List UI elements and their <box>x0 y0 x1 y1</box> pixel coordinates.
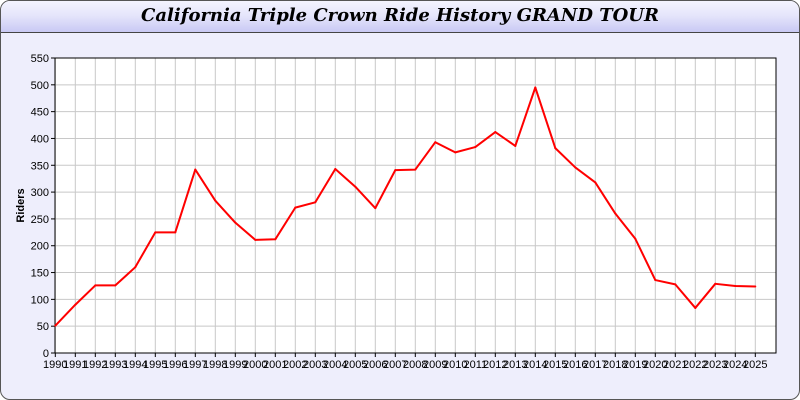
data-point <box>234 221 237 224</box>
y-axis-label: Riders <box>15 188 27 222</box>
data-point <box>554 147 557 150</box>
x-tick-label: 2009 <box>423 359 447 371</box>
x-tick-label: 2022 <box>683 359 707 371</box>
data-point <box>134 266 137 269</box>
x-tick-label: 2001 <box>263 359 287 371</box>
data-point <box>74 303 77 306</box>
y-tick-label: 500 <box>31 80 49 92</box>
data-point <box>214 199 217 202</box>
data-point <box>414 168 417 171</box>
x-tick-label: 1998 <box>203 359 227 371</box>
y-tick-label: 100 <box>31 294 49 306</box>
x-tick-label: 1995 <box>143 359 167 371</box>
x-tick-label: 2008 <box>403 359 427 371</box>
data-point <box>714 282 717 285</box>
y-tick-label: 200 <box>31 241 49 253</box>
data-point <box>474 146 477 149</box>
x-tick-label: 1999 <box>223 359 247 371</box>
x-tick-label: 2016 <box>563 359 587 371</box>
data-point <box>574 166 577 169</box>
x-tick-label: 2011 <box>463 359 487 371</box>
x-tick-label: 1994 <box>123 359 147 371</box>
data-point <box>374 207 377 210</box>
x-tick-label: 2017 <box>583 359 607 371</box>
data-point <box>694 306 697 309</box>
x-tick-label: 2020 <box>643 359 667 371</box>
x-tick-label: 2025 <box>743 359 767 371</box>
x-tick-label: 1992 <box>83 359 107 371</box>
data-point <box>334 168 337 171</box>
data-point <box>174 231 177 234</box>
title-bar: California Triple Crown Ride History GRA… <box>1 1 799 33</box>
x-tick-label: 2010 <box>443 359 467 371</box>
data-point <box>494 131 497 134</box>
data-point <box>274 238 277 241</box>
x-tick-label: 2024 <box>723 359 747 371</box>
data-point <box>394 169 397 172</box>
data-point <box>754 285 757 288</box>
x-tick-label: 2002 <box>283 359 307 371</box>
data-point <box>54 324 57 327</box>
y-tick-label: 300 <box>31 187 49 199</box>
data-point <box>434 141 437 144</box>
data-point <box>94 284 97 287</box>
y-tick-label: 150 <box>31 268 49 280</box>
x-tick-label: 2007 <box>383 359 407 371</box>
x-tick-label: 2004 <box>323 359 347 371</box>
x-tick-label: 2006 <box>363 359 387 371</box>
data-point <box>734 284 737 287</box>
x-tick-label: 1993 <box>103 359 127 371</box>
y-tick-label: 250 <box>31 214 49 226</box>
data-point <box>354 185 357 188</box>
y-tick-label: 550 <box>31 53 49 65</box>
x-tick-label: 2015 <box>543 359 567 371</box>
x-tick-label: 2003 <box>303 359 327 371</box>
data-point <box>314 201 317 204</box>
data-point <box>614 212 617 215</box>
data-point <box>594 181 597 184</box>
y-tick-label: 350 <box>31 160 49 172</box>
data-point <box>674 283 677 286</box>
chart-title: California Triple Crown Ride History GRA… <box>141 5 659 26</box>
x-tick-label: 2005 <box>343 359 367 371</box>
x-tick-label: 2023 <box>703 359 727 371</box>
data-point <box>634 237 637 240</box>
data-point <box>254 238 257 241</box>
x-tick-label: 2013 <box>503 359 527 371</box>
series-line <box>54 86 756 327</box>
data-point <box>534 86 537 89</box>
x-tick-label: 2018 <box>603 359 627 371</box>
x-tick-label: 1990 <box>43 359 67 371</box>
y-tick-label: 400 <box>31 133 49 145</box>
y-tick-label: 0 <box>43 348 49 360</box>
x-tick-label: 2012 <box>483 359 507 371</box>
data-point <box>194 168 197 171</box>
data-point <box>294 206 297 209</box>
data-point <box>114 284 117 287</box>
x-tick-label: 1991 <box>63 359 87 371</box>
data-point <box>154 231 157 234</box>
y-tick-label: 450 <box>31 107 49 119</box>
data-point <box>454 151 457 154</box>
plot-border <box>54 57 777 354</box>
x-tick-label: 1996 <box>163 359 187 371</box>
x-tick-label: 2021 <box>663 359 687 371</box>
y-tick-label: 50 <box>37 321 49 333</box>
x-tick-label: 2000 <box>243 359 267 371</box>
data-point <box>514 144 517 147</box>
x-tick-label: 1997 <box>183 359 207 371</box>
x-tick-label: 2019 <box>623 359 647 371</box>
x-tick-label: 2014 <box>523 359 547 371</box>
data-point <box>654 279 657 282</box>
